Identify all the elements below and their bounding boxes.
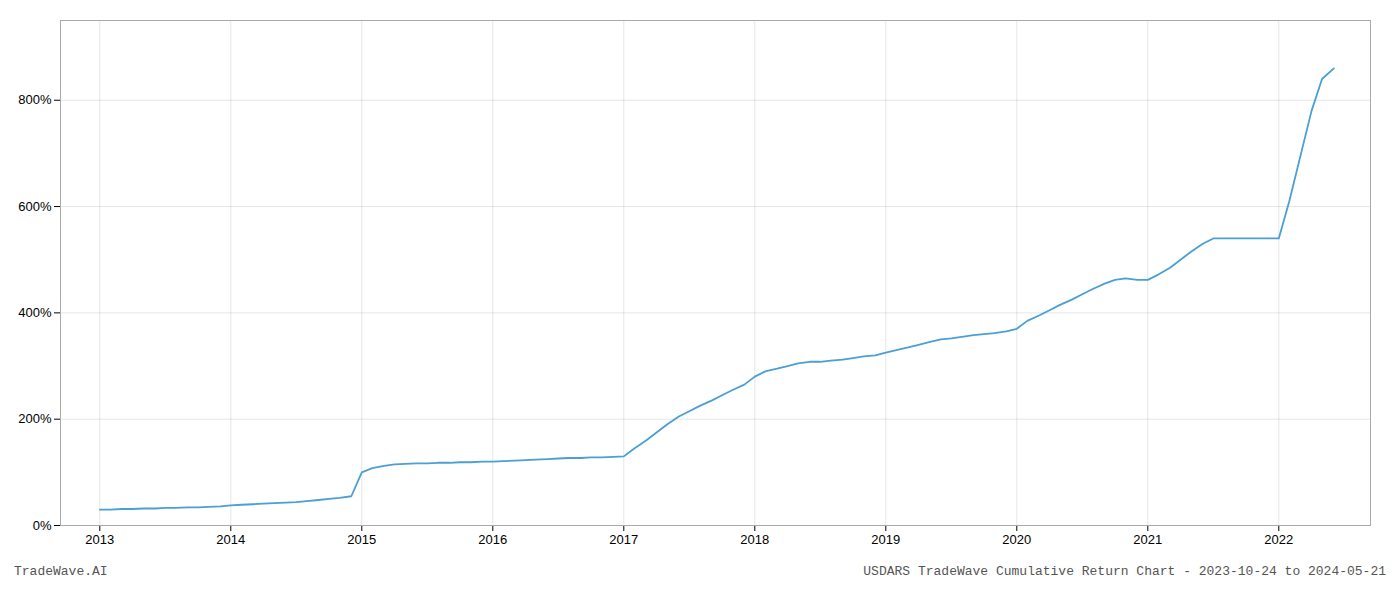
svg-text:2022: 2022 xyxy=(1264,532,1293,547)
svg-text:2018: 2018 xyxy=(740,532,769,547)
svg-text:400%: 400% xyxy=(18,305,52,320)
svg-text:2019: 2019 xyxy=(871,532,900,547)
svg-text:2017: 2017 xyxy=(609,532,638,547)
html-text:USDARS TradeWave Cumulative Re: USDARS TradeWave Cumulative Return Chart… xyxy=(863,564,1386,579)
html-text:TradeWave.AI: TradeWave.AI xyxy=(14,564,108,579)
svg-text:600%: 600% xyxy=(18,199,52,214)
svg-text:800%: 800% xyxy=(18,92,52,107)
svg-text:2016: 2016 xyxy=(478,532,507,547)
svg-text:200%: 200% xyxy=(18,411,52,426)
svg-text:0%: 0% xyxy=(33,518,52,533)
svg-text:2021: 2021 xyxy=(1133,532,1162,547)
svg-text:2014: 2014 xyxy=(216,532,245,547)
svg-text:2013: 2013 xyxy=(85,532,114,547)
svg-text:2020: 2020 xyxy=(1002,532,1031,547)
svg-text:2015: 2015 xyxy=(347,532,376,547)
